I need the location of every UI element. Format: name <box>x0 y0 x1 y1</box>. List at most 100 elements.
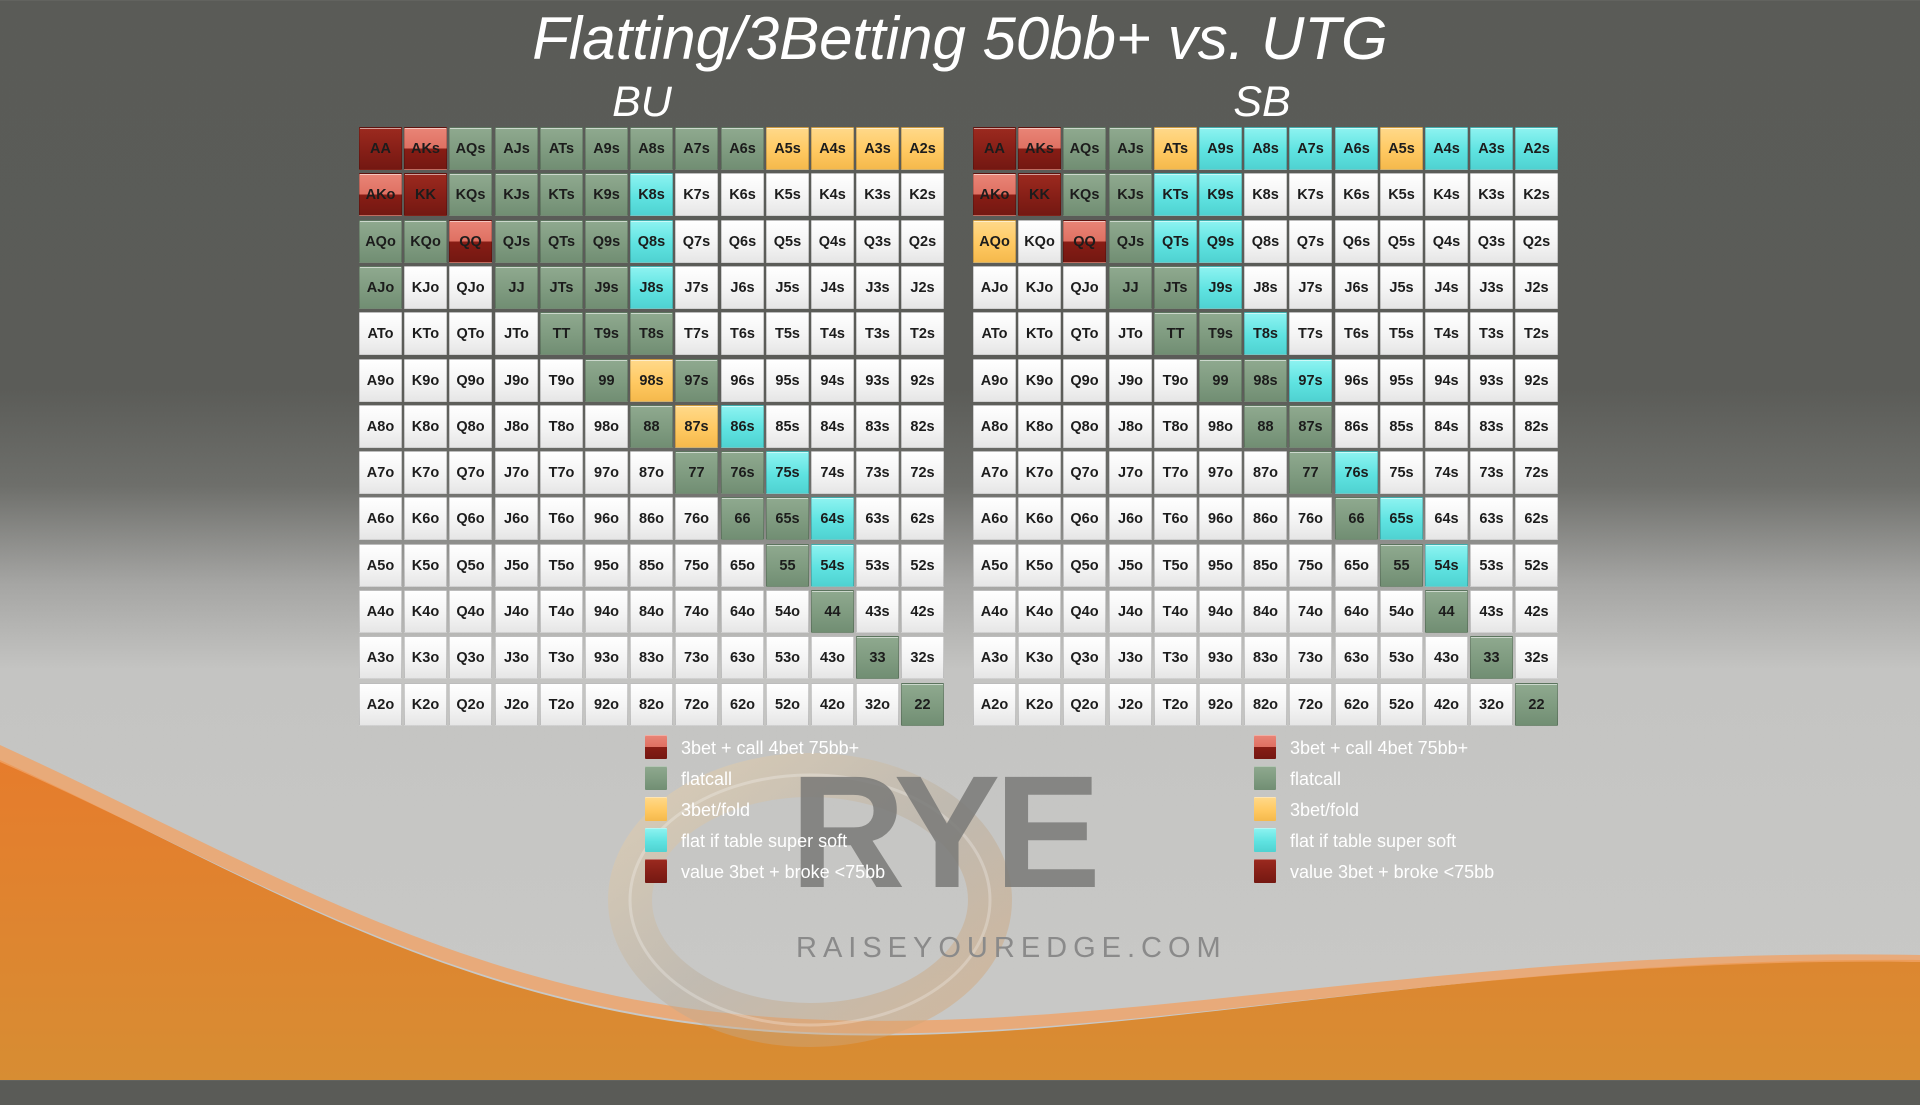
hand-cell: ATo <box>973 312 1016 355</box>
hand-cell: K4s <box>1425 173 1468 216</box>
hand-cell: T4o <box>540 590 583 633</box>
hand-cell: 74s <box>811 451 854 494</box>
hand-cell: Q8s <box>1244 220 1287 263</box>
hand-cell: 74s <box>1425 451 1468 494</box>
hand-cell: 55 <box>1380 544 1423 587</box>
hand-cell: 86o <box>1244 497 1287 540</box>
legend-swatch <box>1254 766 1276 790</box>
hand-cell: QJo <box>449 266 492 309</box>
hand-cell: J5o <box>1109 544 1152 587</box>
hand-cell: 32s <box>901 636 944 679</box>
hand-cell: 98s <box>1244 359 1287 402</box>
hand-cell: T7o <box>540 451 583 494</box>
hand-cell: Q6s <box>721 220 764 263</box>
hand-cell: Q2s <box>901 220 944 263</box>
range-grid-sb: AA AKs AQs AJs ATs A9s A8s A7s A6s A5s A4s A3s A2s AK… <box>973 127 1563 729</box>
hand-cell: A7s <box>1289 127 1332 170</box>
hand-cell: 62o <box>1335 683 1378 726</box>
hand-cell: T6o <box>540 497 583 540</box>
hand-cell: Q4s <box>1425 220 1468 263</box>
hand-cell: T5o <box>540 544 583 587</box>
hand-cell: 73s <box>856 451 899 494</box>
hand-cell: J8s <box>1244 266 1287 309</box>
hand-cell: 92s <box>1515 359 1558 402</box>
hand-cell: 74o <box>1289 590 1332 633</box>
hand-cell: 33 <box>856 636 899 679</box>
hand-cell: Q9s <box>585 220 628 263</box>
hand-cell: K8s <box>630 173 673 216</box>
hand-cell: 88 <box>1244 405 1287 448</box>
hand-cell: K5s <box>1380 173 1423 216</box>
hand-cell: J2o <box>1109 683 1152 726</box>
hand-cell: 84o <box>1244 590 1287 633</box>
hand-cell: KJo <box>1018 266 1061 309</box>
hand-cell: 52o <box>766 683 809 726</box>
hand-cell: J2o <box>495 683 538 726</box>
hand-cell: QJo <box>1063 266 1106 309</box>
hand-cell: 97s <box>675 359 718 402</box>
hand-cell: A8s <box>1244 127 1287 170</box>
hand-cell: A6s <box>1335 127 1378 170</box>
hand-cell: Q5o <box>1063 544 1106 587</box>
hand-cell: AA <box>359 127 402 170</box>
hand-cell: KTo <box>1018 312 1061 355</box>
hand-cell: KQs <box>449 173 492 216</box>
legend-swatch <box>1254 735 1276 759</box>
hand-cell: J9s <box>585 266 628 309</box>
hand-cell: K5s <box>766 173 809 216</box>
hand-cell: 88 <box>630 405 673 448</box>
hand-cell: JTs <box>540 266 583 309</box>
legend-swatch <box>645 859 667 883</box>
hand-cell: T8s <box>1244 312 1287 355</box>
hand-cell: 95s <box>766 359 809 402</box>
hand-cell: Q4s <box>811 220 854 263</box>
hand-cell: A7s <box>675 127 718 170</box>
hand-cell: J7s <box>1289 266 1332 309</box>
hand-cell: ATs <box>1154 127 1197 170</box>
hand-cell: K5o <box>1018 544 1061 587</box>
hand-cell: AQs <box>449 127 492 170</box>
hand-cell: 97o <box>585 451 628 494</box>
hand-cell: 22 <box>901 683 944 726</box>
hand-cell: J4s <box>811 266 854 309</box>
hand-cell: A5s <box>766 127 809 170</box>
hand-cell: 74o <box>675 590 718 633</box>
hand-cell: J9o <box>495 359 538 402</box>
hand-cell: K9s <box>1199 173 1242 216</box>
hand-cell: 86s <box>1335 405 1378 448</box>
hand-cell: 83o <box>1244 636 1287 679</box>
legend-swatch <box>645 766 667 790</box>
hand-cell: QTo <box>449 312 492 355</box>
logo-url: RAISEYOUREDGE.COM <box>796 932 1227 964</box>
hand-cell: K8o <box>404 405 447 448</box>
hand-cell: K8s <box>1244 173 1287 216</box>
hand-cell: T5s <box>766 312 809 355</box>
hand-cell: 42s <box>1515 590 1558 633</box>
hand-cell: 84o <box>630 590 673 633</box>
hand-cell: 96s <box>721 359 764 402</box>
hand-cell: T8o <box>1154 405 1197 448</box>
hand-cell: AA <box>973 127 1016 170</box>
hand-cell: KTs <box>540 173 583 216</box>
hand-cell: 86s <box>721 405 764 448</box>
hand-cell: KQo <box>1018 220 1061 263</box>
legend-swatch <box>1254 797 1276 821</box>
hand-cell: 63o <box>721 636 764 679</box>
hand-cell: 85o <box>630 544 673 587</box>
hand-cell: T6o <box>1154 497 1197 540</box>
hand-cell: 83o <box>630 636 673 679</box>
hand-cell: A2o <box>359 683 402 726</box>
hand-cell: 72o <box>1289 683 1332 726</box>
hand-cell: A9s <box>1199 127 1242 170</box>
hand-cell: T4s <box>811 312 854 355</box>
hand-cell: 87o <box>1244 451 1287 494</box>
legend-label: 3bet + call 4bet 75bb+ <box>1290 738 1469 758</box>
hand-cell: A9o <box>359 359 402 402</box>
hand-cell: 72s <box>1515 451 1558 494</box>
hand-cell: 64s <box>1425 497 1468 540</box>
hand-cell: Q5o <box>449 544 492 587</box>
hand-cell: QTo <box>1063 312 1106 355</box>
hand-cell: 65o <box>721 544 764 587</box>
hand-cell: 76s <box>721 451 764 494</box>
hand-cell: JTs <box>1154 266 1197 309</box>
